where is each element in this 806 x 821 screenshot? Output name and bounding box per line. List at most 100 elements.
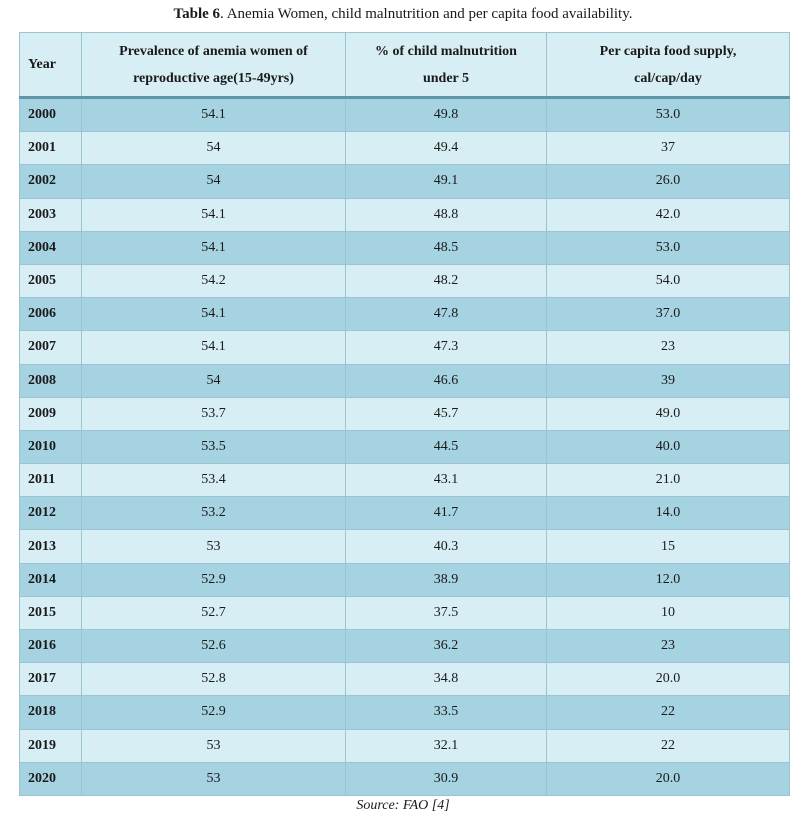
year-cell: 2003 <box>19 197 82 232</box>
anemia-cell: 54.1 <box>81 197 346 232</box>
year-cell: 2005 <box>19 263 82 299</box>
food-supply-cell: 53.0 <box>546 96 790 133</box>
header-food-line2: cal/cap/day <box>634 70 702 86</box>
food-supply-cell: 20.0 <box>546 662 790 697</box>
food-supply-cell: 12.0 <box>546 562 790 597</box>
year-cell: 2016 <box>19 628 82 664</box>
table-row: 2018 52.9 33.5 22 <box>19 695 790 730</box>
table-row: 2002 54 49.1 26.0 <box>19 164 790 199</box>
anemia-cell: 52.9 <box>81 562 346 597</box>
header-year-label: Year <box>28 57 56 72</box>
malnutrition-cell: 49.1 <box>345 164 547 199</box>
anemia-cell: 53.2 <box>81 496 346 531</box>
food-supply-cell: 20.0 <box>546 761 790 796</box>
anemia-cell: 53.7 <box>81 396 346 431</box>
table-caption-text: . Anemia Women, child malnutrition and p… <box>220 6 633 22</box>
anemia-cell: 53 <box>81 761 346 796</box>
table-row: 2004 54.1 48.5 53.0 <box>19 230 790 265</box>
food-supply-cell: 53.0 <box>546 230 790 265</box>
malnutrition-cell: 46.6 <box>345 363 547 398</box>
anemia-cell: 53.5 <box>81 429 346 465</box>
malnutrition-cell: 32.1 <box>345 728 547 763</box>
year-cell: 2007 <box>19 330 82 365</box>
header-malnutrition-line2: under 5 <box>422 70 470 86</box>
header-anemia-line1: Prevalence of anemia women of <box>119 43 308 59</box>
malnutrition-cell: 34.8 <box>345 662 547 697</box>
year-cell: 2001 <box>19 131 82 166</box>
table-header: Year Prevalence of anemia women of reprod… <box>19 32 790 98</box>
table-row: 2014 52.9 38.9 12.0 <box>19 562 790 597</box>
year-cell: 2019 <box>19 728 82 763</box>
year-cell: 2010 <box>19 429 82 465</box>
malnutrition-cell: 41.7 <box>345 496 547 531</box>
anemia-cell: 54.1 <box>81 297 346 332</box>
table-row: 2019 53 32.1 22 <box>19 728 790 763</box>
year-cell: 2002 <box>19 164 82 199</box>
source-note: Source: FAO [4] <box>356 798 450 813</box>
food-supply-cell: 10 <box>546 595 790 631</box>
year-cell: 2018 <box>19 695 82 730</box>
anemia-cell: 53 <box>81 529 346 564</box>
malnutrition-cell: 48.5 <box>345 230 547 265</box>
anemia-cell: 54.1 <box>81 230 346 265</box>
table-row: 2012 53.2 41.7 14.0 <box>19 496 790 531</box>
table-row: 2017 52.8 34.8 20.0 <box>19 662 790 697</box>
anemia-cell: 52.6 <box>81 628 346 664</box>
table-body: 2000 54.1 49.8 53.0 2001 54 49.4 37 2002 54 49.1 26… <box>19 96 790 796</box>
year-cell: 2015 <box>19 595 82 631</box>
year-cell: 2020 <box>19 761 82 796</box>
anemia-cell: 54 <box>81 363 346 398</box>
malnutrition-cell: 37.5 <box>345 595 547 631</box>
food-supply-cell: 22 <box>546 728 790 763</box>
anemia-cell: 52.7 <box>81 595 346 631</box>
food-supply-cell: 22 <box>546 695 790 730</box>
table-row: 2009 53.7 45.7 49.0 <box>19 396 790 431</box>
food-supply-cell: 49.0 <box>546 396 790 431</box>
food-supply-cell: 23 <box>546 330 790 365</box>
table-row: 2001 54 49.4 37 <box>19 131 790 166</box>
malnutrition-cell: 47.8 <box>345 297 547 332</box>
header-malnutrition: % of child malnutrition under 5 <box>345 32 547 98</box>
malnutrition-cell: 49.4 <box>345 131 547 166</box>
malnutrition-cell: 47.3 <box>345 330 547 365</box>
malnutrition-cell: 38.9 <box>345 562 547 597</box>
year-cell: 2017 <box>19 662 82 697</box>
food-supply-cell: 37.0 <box>546 297 790 332</box>
year-cell: 2006 <box>19 297 82 332</box>
malnutrition-cell: 48.8 <box>345 197 547 232</box>
anemia-cell: 54.1 <box>81 330 346 365</box>
anemia-cell: 52.9 <box>81 695 346 730</box>
food-supply-cell: 26.0 <box>546 164 790 199</box>
table-row: 2007 54.1 47.3 23 <box>19 330 790 365</box>
malnutrition-cell: 49.8 <box>345 96 547 133</box>
year-cell: 2012 <box>19 496 82 531</box>
data-table: Year Prevalence of anemia women of reprod… <box>19 32 790 796</box>
table-row: 2006 54.1 47.8 37.0 <box>19 297 790 332</box>
year-cell: 2011 <box>19 463 82 498</box>
table-row: 2015 52.7 37.5 10 <box>19 595 790 631</box>
malnutrition-cell: 44.5 <box>345 429 547 465</box>
table-row: 2020 53 30.9 20.0 <box>19 761 790 796</box>
food-supply-cell: 37 <box>546 131 790 166</box>
malnutrition-cell: 36.2 <box>345 628 547 664</box>
table-caption: Table 6. Anemia Women, child malnutritio… <box>0 6 806 23</box>
malnutrition-cell: 33.5 <box>345 695 547 730</box>
header-anemia: Prevalence of anemia women of reproductiv… <box>81 32 346 98</box>
anemia-cell: 54.2 <box>81 263 346 299</box>
table-row: 2010 53.5 44.5 40.0 <box>19 429 790 465</box>
year-cell: 2000 <box>19 96 82 133</box>
food-supply-cell: 39 <box>546 363 790 398</box>
header-year: Year <box>19 32 82 98</box>
anemia-cell: 54 <box>81 131 346 166</box>
header-anemia-line2: reproductive age(15-49yrs) <box>133 70 294 86</box>
food-supply-cell: 15 <box>546 529 790 564</box>
header-food-supply: Per capita food supply, cal/cap/day <box>546 32 790 98</box>
malnutrition-cell: 45.7 <box>345 396 547 431</box>
anemia-cell: 53 <box>81 728 346 763</box>
header-food-line1: Per capita food supply, <box>599 43 737 59</box>
table-row: 2003 54.1 48.8 42.0 <box>19 197 790 232</box>
food-supply-cell: 42.0 <box>546 197 790 232</box>
year-cell: 2008 <box>19 363 82 398</box>
year-cell: 2009 <box>19 396 82 431</box>
table-row: 2008 54 46.6 39 <box>19 363 790 398</box>
